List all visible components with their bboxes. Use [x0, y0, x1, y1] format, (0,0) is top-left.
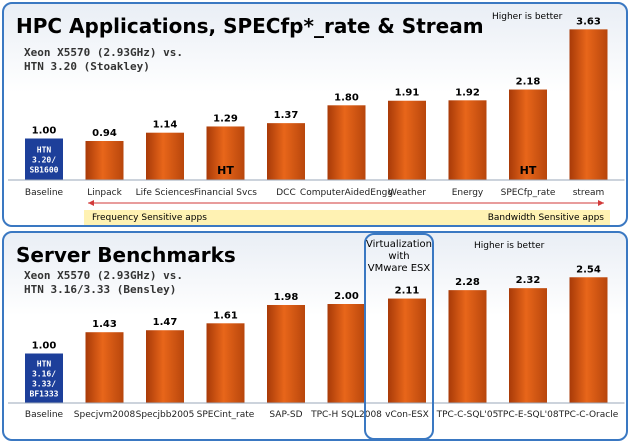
value-label: 1.61	[213, 310, 238, 321]
value-label: 1.14	[153, 120, 178, 131]
bar-computeraidedengg	[327, 105, 366, 180]
server-chart-note: Higher is better	[474, 241, 545, 251]
baseline-box-label: HTN	[37, 359, 52, 368]
category-label: Baseline	[25, 188, 64, 198]
value-label: 2.28	[455, 277, 480, 288]
baseline-bar	[25, 353, 63, 403]
baseline-box-label: HTN	[37, 145, 52, 154]
value-label: 1.91	[395, 88, 420, 99]
category-label: SPECint_rate	[197, 410, 255, 420]
category-label: Linpack	[87, 188, 122, 198]
baseline-box-label: 3.16/	[32, 369, 56, 378]
value-label: 1.43	[92, 319, 117, 330]
category-label: SPECfp_rate	[501, 188, 556, 198]
category-label: Weather	[388, 188, 426, 198]
category-label: Energy	[452, 188, 484, 198]
category-label: DCC	[276, 188, 296, 198]
server-chart-subtitle-line2: HTN 3.16/3.33 (Bensley)	[24, 283, 177, 296]
bar-dcc	[267, 123, 305, 180]
range-arrow-right	[598, 200, 604, 206]
value-label: 1.47	[153, 317, 178, 328]
value-label: 0.94	[92, 128, 117, 139]
value-label: 3.63	[576, 16, 601, 27]
bar-sap-sd	[267, 304, 305, 403]
category-label: TPC-E-SQL'08	[496, 410, 558, 420]
value-label: 2.00	[334, 291, 359, 302]
bar-linpack	[85, 140, 124, 180]
baseline-box-label: SB1600	[30, 165, 59, 174]
category-label: Specjvm2008	[74, 410, 136, 420]
hpc-chart-band: Frequency Sensitive apps Bandwidth Sensi…	[84, 210, 610, 225]
category-label: vCon-ESX	[385, 410, 429, 420]
bar-energy	[448, 100, 487, 180]
value-label: 1.00	[32, 126, 57, 137]
bar-specfp-rate	[509, 89, 547, 180]
server-chart-title: Server Benchmarks	[16, 243, 236, 267]
hpc-chart-note: Higher is better	[492, 12, 563, 22]
virtualization-highlight-box	[364, 233, 434, 440]
category-label: Life Sciences	[136, 188, 195, 198]
bar-financial-svcs	[206, 126, 245, 180]
value-label: 1.37	[274, 110, 299, 121]
bar-tpc-e-sql-08	[509, 288, 547, 403]
hpc-chart-subtitle-line1: Xeon X5570 (2.93GHz) vs.	[24, 46, 183, 59]
bar-tpc-c-sql-05	[448, 290, 487, 403]
category-label: TPC-C-SQL'05	[436, 410, 499, 420]
category-label: Financial Svcs	[194, 188, 257, 198]
bar-vcon-esx	[388, 298, 426, 403]
bar-specjvm2008	[85, 332, 124, 403]
category-label: stream	[573, 188, 605, 198]
bar-stream	[569, 29, 608, 181]
bar-tpc-c-oracle	[569, 277, 608, 403]
baseline-box-label: 3.20/	[32, 155, 56, 164]
bar-specint-rate	[206, 323, 245, 403]
range-arrow-left	[88, 200, 94, 206]
server-chart-subtitle-line1: Xeon X5570 (2.93GHz) vs.	[24, 269, 183, 282]
virtualization-line2: with	[388, 251, 410, 262]
hpc-chart-subtitle-line2: HTN 3.20 (Stoakley)	[24, 60, 150, 73]
bar-tpc-h-sql2008	[327, 304, 366, 403]
value-label: 1.98	[274, 292, 299, 303]
bar-specjbb2005	[146, 330, 184, 403]
category-label: SAP-SD	[269, 410, 302, 420]
category-label: TPC-C-Oracle	[558, 410, 619, 420]
category-label: ComputerAidedEngg	[300, 188, 393, 198]
value-label: 2.11	[395, 286, 420, 297]
virtualization-line3: VMware ESX	[367, 263, 431, 274]
value-label: 2.18	[516, 77, 541, 88]
category-label: Specjbb2005	[136, 410, 195, 420]
band-bandwidth-label: Bandwidth Sensitive apps	[487, 213, 604, 223]
category-label: TPC-H SQL2008	[310, 410, 382, 420]
value-label: 1.80	[334, 92, 359, 103]
band-frequency-label: Frequency Sensitive apps	[92, 213, 207, 223]
value-label: 1.00	[32, 341, 57, 352]
baseline-bar	[25, 138, 63, 180]
ht-marker: HT	[217, 164, 234, 177]
virtualization-highlight-text: Virtualization with VMware ESX	[366, 239, 432, 275]
baseline-box-label: 3.33/	[32, 379, 56, 388]
hpc-chart-title: HPC Applications, SPECfp*_rate & Stream	[16, 14, 484, 38]
bar-life-sciences	[146, 132, 184, 180]
bar-weather	[388, 100, 426, 180]
virtualization-line1: Virtualization	[366, 239, 432, 250]
value-label: 2.32	[516, 275, 541, 286]
value-label: 1.92	[455, 87, 480, 98]
value-label: 1.29	[213, 113, 238, 124]
server-chart-panel: Server Benchmarks Xeon X5570 (2.93GHz) v…	[2, 231, 628, 441]
hpc-chart-panel: HPC Applications, SPECfp*_rate & Stream …	[2, 2, 628, 227]
value-label: 2.54	[576, 264, 601, 275]
baseline-box-label: BF1333	[30, 389, 59, 398]
category-label: Baseline	[25, 410, 64, 420]
ht-marker: HT	[520, 164, 537, 177]
